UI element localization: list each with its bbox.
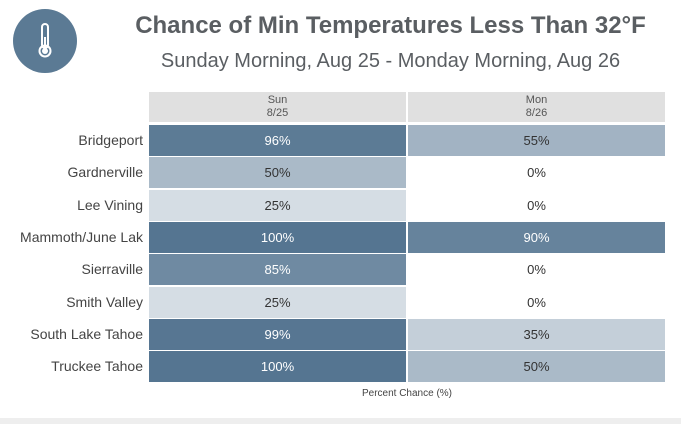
column-header-sun: Sun 8/25	[149, 92, 406, 122]
heatmap-cell: 50%	[408, 351, 665, 383]
thermometer-badge	[13, 9, 77, 73]
heatmap-cell: 35%	[408, 318, 665, 350]
heatmap-cell: 50%	[149, 157, 406, 189]
bottom-border	[0, 418, 681, 424]
chart-title: Chance of Min Temperatures Less Than 32°…	[135, 12, 646, 39]
column-day: Mon	[525, 94, 548, 106]
row-label: Truckee Tahoe	[51, 358, 143, 375]
x-axis-label: Percent Chance (%)	[361, 388, 453, 399]
row-label: Bridgeport	[78, 132, 143, 148]
chart-subtitle: Sunday Morning, Aug 25 - Monday Morning,…	[160, 50, 621, 72]
heatmap-cell: 85%	[149, 254, 406, 286]
heatmap-cell: 99%	[149, 318, 406, 350]
heatmap-cell: 100%	[149, 351, 406, 383]
thermometer-icon	[38, 23, 52, 58]
column-day: Sun	[267, 94, 288, 106]
heatmap-cell: 25%	[149, 189, 406, 221]
row-label: Lee Vining	[77, 196, 143, 213]
heatmap-cell: 55%	[408, 125, 665, 156]
row-label: Mammoth/June Lak	[20, 228, 143, 245]
column-date: 8/25	[266, 107, 289, 119]
heatmap-cell: 90%	[408, 221, 665, 253]
heatmap-cell: 0%	[408, 254, 665, 286]
row-label: Sierraville	[81, 261, 143, 278]
row-label: South Lake Tahoe	[30, 325, 143, 342]
heatmap-cell: 96%	[149, 125, 406, 156]
column-date: 8/26	[525, 107, 548, 119]
heatmap-cell: 0%	[408, 157, 665, 189]
heatmap-cell: 0%	[408, 189, 665, 221]
row-label: Smith Valley	[66, 293, 143, 310]
heatmap-cell: 100%	[149, 221, 406, 253]
heatmap-cell: 25%	[149, 286, 406, 318]
column-header-mon: Mon 8/26	[408, 92, 665, 122]
row-label: Gardnerville	[67, 164, 143, 181]
heatmap-cell: 0%	[408, 286, 665, 318]
